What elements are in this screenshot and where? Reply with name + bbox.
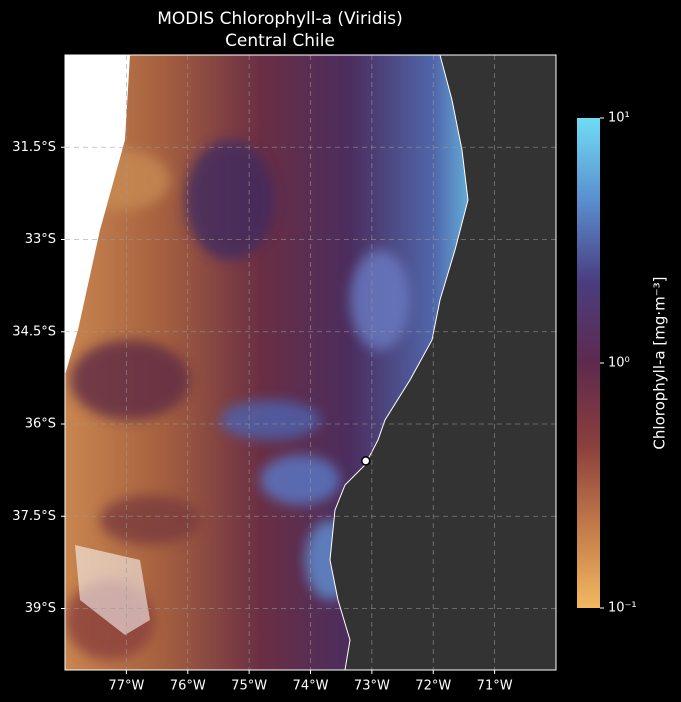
- x-tick-label: 72°W: [415, 679, 451, 694]
- colorbar-tick-label: 10⁻¹: [608, 601, 637, 616]
- map-title: MODIS Chlorophyll-a (Viridis): [157, 9, 403, 29]
- location-marker: [360, 456, 371, 466]
- y-tick-label: 39°S: [25, 601, 56, 616]
- x-tick-label: 74°W: [293, 679, 329, 694]
- x-tick-label: 71°W: [477, 679, 513, 694]
- y-tick-label: 37.5°S: [12, 509, 56, 524]
- y-tick-label: 34.5°S: [12, 324, 56, 339]
- colorbar-label: Chlorophyll-a [mg·m⁻³]: [651, 276, 669, 449]
- colorbar-tick-label: 10⁰: [608, 356, 630, 371]
- x-tick-label: 76°W: [170, 679, 206, 694]
- y-tick-label: 36°S: [25, 417, 56, 432]
- y-tick-label: 31.5°S: [12, 140, 56, 155]
- colorbar-tick-label: 10¹: [608, 111, 630, 126]
- x-tick-label: 73°W: [354, 679, 390, 694]
- x-tick-label: 77°W: [108, 679, 144, 694]
- y-tick-label: 33°S: [25, 232, 56, 247]
- colorbar: [577, 118, 600, 608]
- x-tick-label: 75°W: [231, 679, 267, 694]
- map-subtitle: Central Chile: [225, 31, 335, 51]
